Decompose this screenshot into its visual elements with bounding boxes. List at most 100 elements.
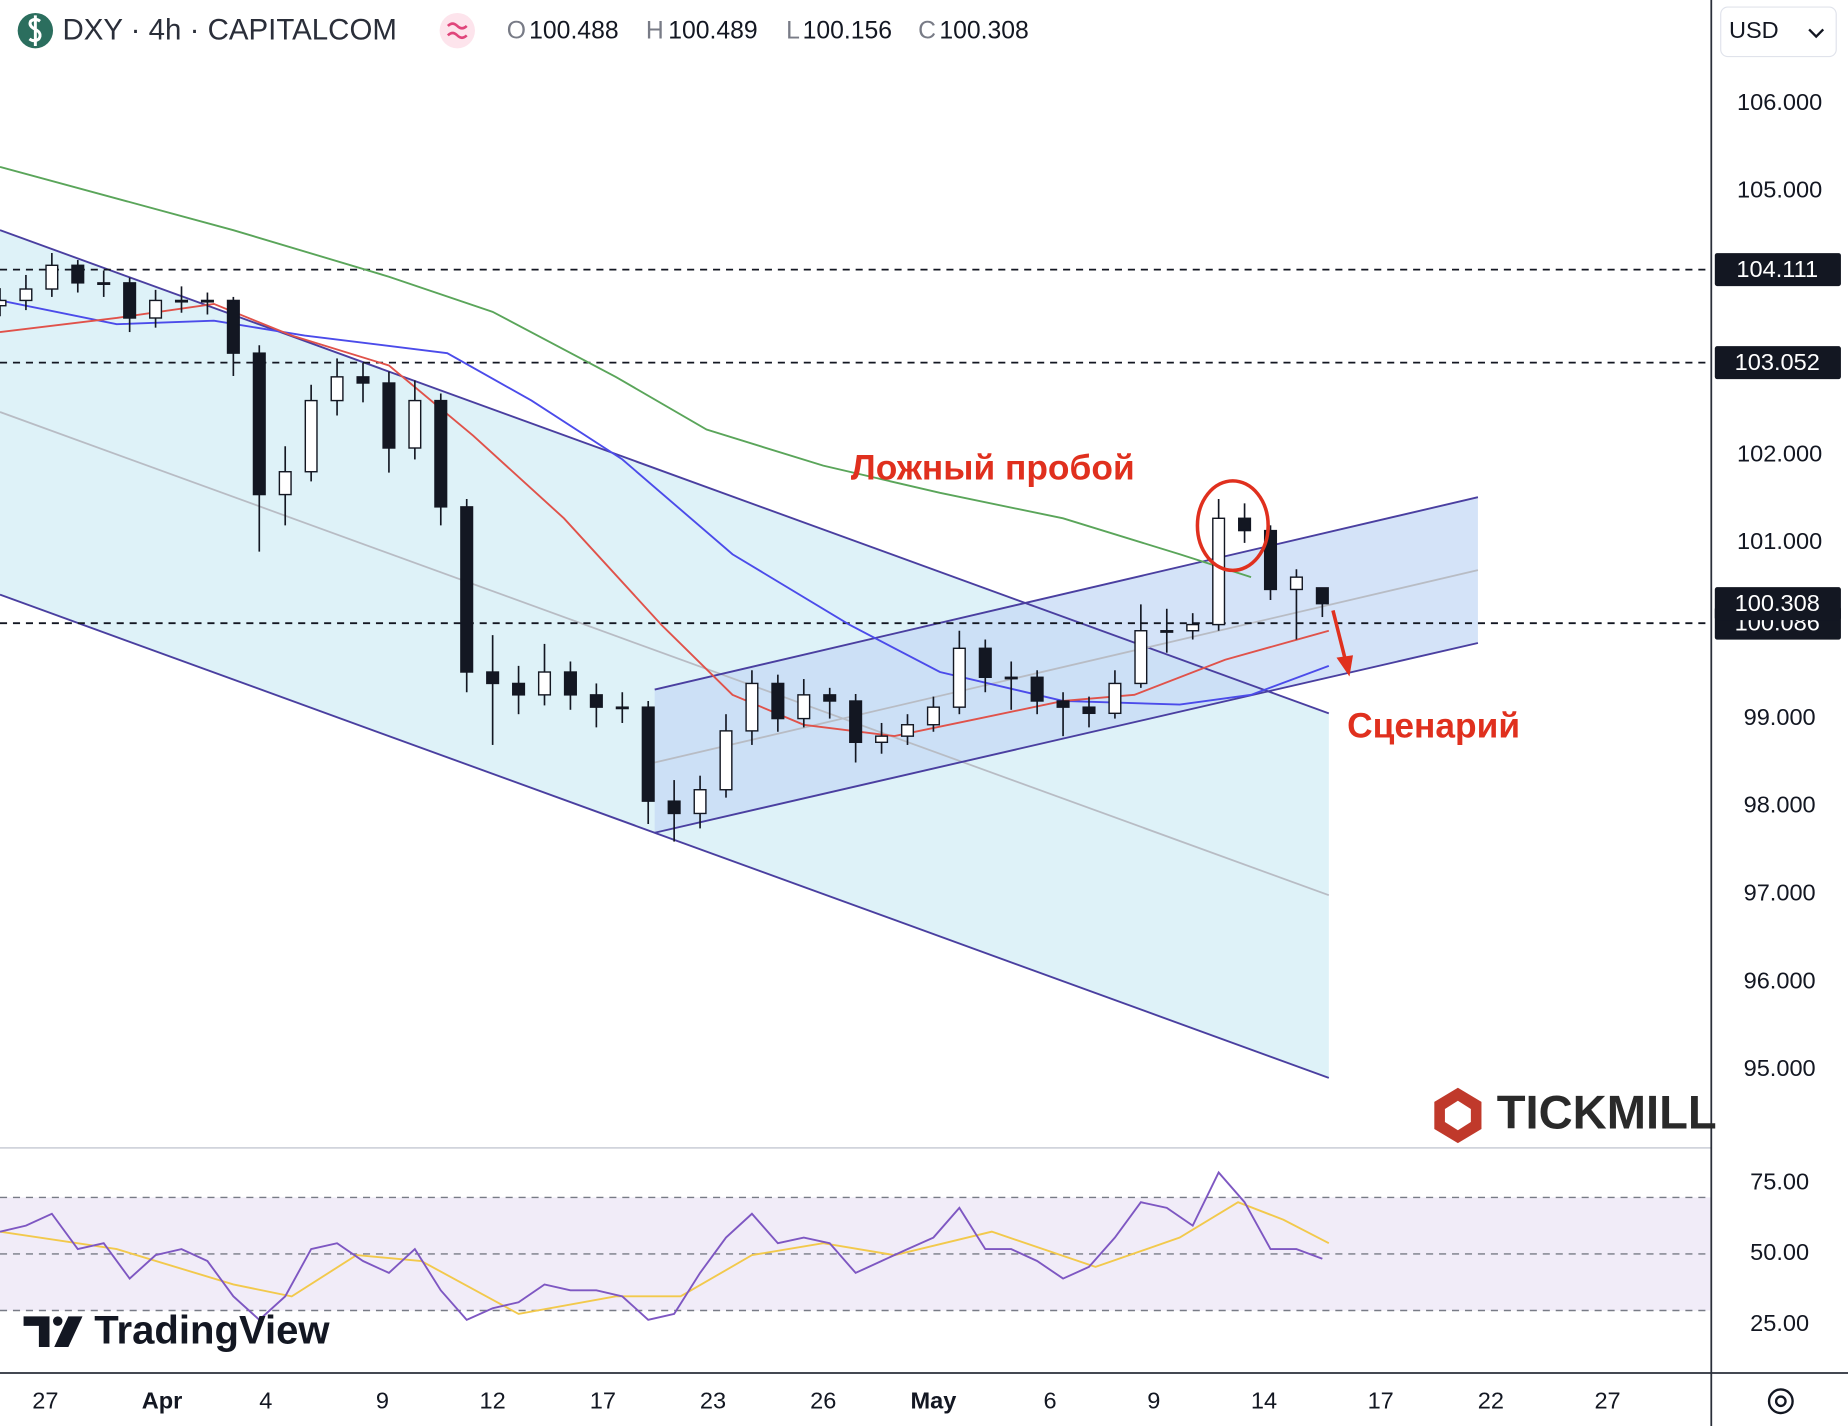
price-label-box	[1714, 346, 1841, 380]
candle-body	[849, 700, 863, 744]
channel-midline	[0, 411, 1330, 897]
candle-body	[0, 299, 7, 307]
symbol-icon-glyph	[28, 15, 42, 46]
x-tick-label: 9	[376, 1388, 389, 1414]
rsi-tick-label: 50.00	[1750, 1239, 1809, 1265]
settings-icon[interactable]	[1767, 1388, 1794, 1415]
ohlc-value: 100.156	[803, 17, 892, 44]
candle-body	[875, 735, 889, 744]
candle-body	[1108, 682, 1122, 715]
currency-box[interactable]	[1720, 6, 1837, 58]
candle-body	[771, 682, 785, 720]
scenario-arrow-head	[1336, 655, 1353, 677]
tickmill-icon-inner	[1444, 1100, 1471, 1131]
candle-body	[226, 299, 240, 354]
candle-body	[1212, 517, 1226, 626]
candle-body	[641, 706, 655, 802]
candle-body	[1238, 517, 1252, 532]
rsi-tick-label: 75.00	[1750, 1168, 1809, 1194]
candle-body	[589, 694, 603, 708]
scenario-arrow	[1331, 610, 1347, 659]
y-tick-label: 98.000	[1744, 792, 1816, 818]
candle-body	[71, 264, 85, 284]
currency[interactable]: USD	[1729, 17, 1779, 43]
candle-body	[330, 376, 344, 402]
y-tick-label: 95.000	[1744, 1055, 1816, 1081]
price-label: 100.308	[1735, 590, 1820, 616]
x-tick-label: May	[911, 1388, 957, 1414]
candle-body	[1186, 623, 1200, 632]
candle-body	[745, 682, 759, 732]
ohlc-letter: L	[786, 17, 800, 44]
y-tick-label: 101.000	[1737, 528, 1822, 554]
candle-body	[97, 282, 111, 285]
x-tick-label: 22	[1478, 1388, 1504, 1414]
plot-layer	[0, 165, 1712, 1322]
y-tick-label: 106.000	[1737, 89, 1822, 115]
candle-body	[356, 376, 370, 384]
candle-body	[252, 352, 266, 496]
candle-body	[45, 264, 59, 290]
x-tick-label: 12	[480, 1388, 506, 1414]
candle-body	[123, 282, 137, 319]
candle-body	[926, 706, 940, 726]
candle-body	[952, 647, 966, 708]
price-label-box	[1714, 587, 1841, 621]
candle-body	[797, 694, 811, 720]
annotation: Сценарий	[1347, 707, 1520, 746]
candle-body	[1004, 676, 1018, 680]
candle-body	[278, 471, 292, 496]
ohlc-value: 100.308	[939, 17, 1028, 44]
x-tick-label: 17	[1368, 1388, 1394, 1414]
x-tick-label: 6	[1044, 1388, 1057, 1414]
false-breakout-circle	[1195, 479, 1270, 573]
x-tick-label: 23	[700, 1388, 726, 1414]
candle-body	[667, 800, 681, 815]
chevron[interactable]	[1808, 28, 1825, 39]
candle-body	[1030, 676, 1044, 702]
candle-body	[537, 671, 552, 696]
y-tick-label: 96.000	[1744, 967, 1816, 993]
ohlc-letter: H	[646, 17, 664, 44]
candle-body	[408, 399, 422, 449]
tradingview-icon-dot	[53, 1316, 63, 1326]
candle-body	[486, 671, 500, 685]
indicator-icon	[439, 12, 475, 49]
candle-body	[434, 399, 448, 508]
price-label: 104.111	[1736, 256, 1818, 282]
price-label: 103.052	[1735, 349, 1820, 375]
candle-body	[1263, 529, 1278, 591]
candle-body	[149, 299, 163, 319]
ohlc-letter: C	[918, 17, 936, 44]
candle-body	[719, 730, 733, 791]
tradingview-logo: TradingView	[94, 1308, 330, 1352]
x-tick-label: 26	[810, 1388, 836, 1414]
currency-dropdown[interactable]: USD	[1720, 6, 1837, 58]
candle-body	[200, 299, 214, 303]
candle-body	[900, 724, 915, 737]
moving-average	[0, 165, 1252, 579]
candle-body	[563, 671, 577, 696]
x-tick-label: 9	[1147, 1388, 1160, 1414]
channel-line	[0, 593, 1330, 1079]
candle-body	[460, 506, 474, 673]
settings-button[interactable]	[1767, 1388, 1794, 1415]
x-tick-label: 27	[1594, 1388, 1620, 1414]
rsi-line	[0, 1170, 1323, 1322]
candle-body	[978, 647, 992, 679]
x-tick-label: 17	[590, 1388, 616, 1414]
annotation: Ложный пробой	[851, 449, 1135, 488]
channel-line	[0, 229, 1330, 715]
ohlc-value: 100.489	[668, 17, 757, 44]
x-tick-label: 14	[1251, 1388, 1277, 1414]
indicator-icon-glyph	[446, 22, 468, 39]
candle-body	[1289, 576, 1303, 591]
x-tick-label: 27	[32, 1388, 58, 1414]
channel-midline	[654, 569, 1479, 764]
x-tick-label: Apr	[142, 1388, 183, 1414]
settings-icon-center[interactable]	[1774, 1395, 1787, 1408]
channel-line	[654, 642, 1479, 834]
candle-body	[1315, 587, 1329, 605]
